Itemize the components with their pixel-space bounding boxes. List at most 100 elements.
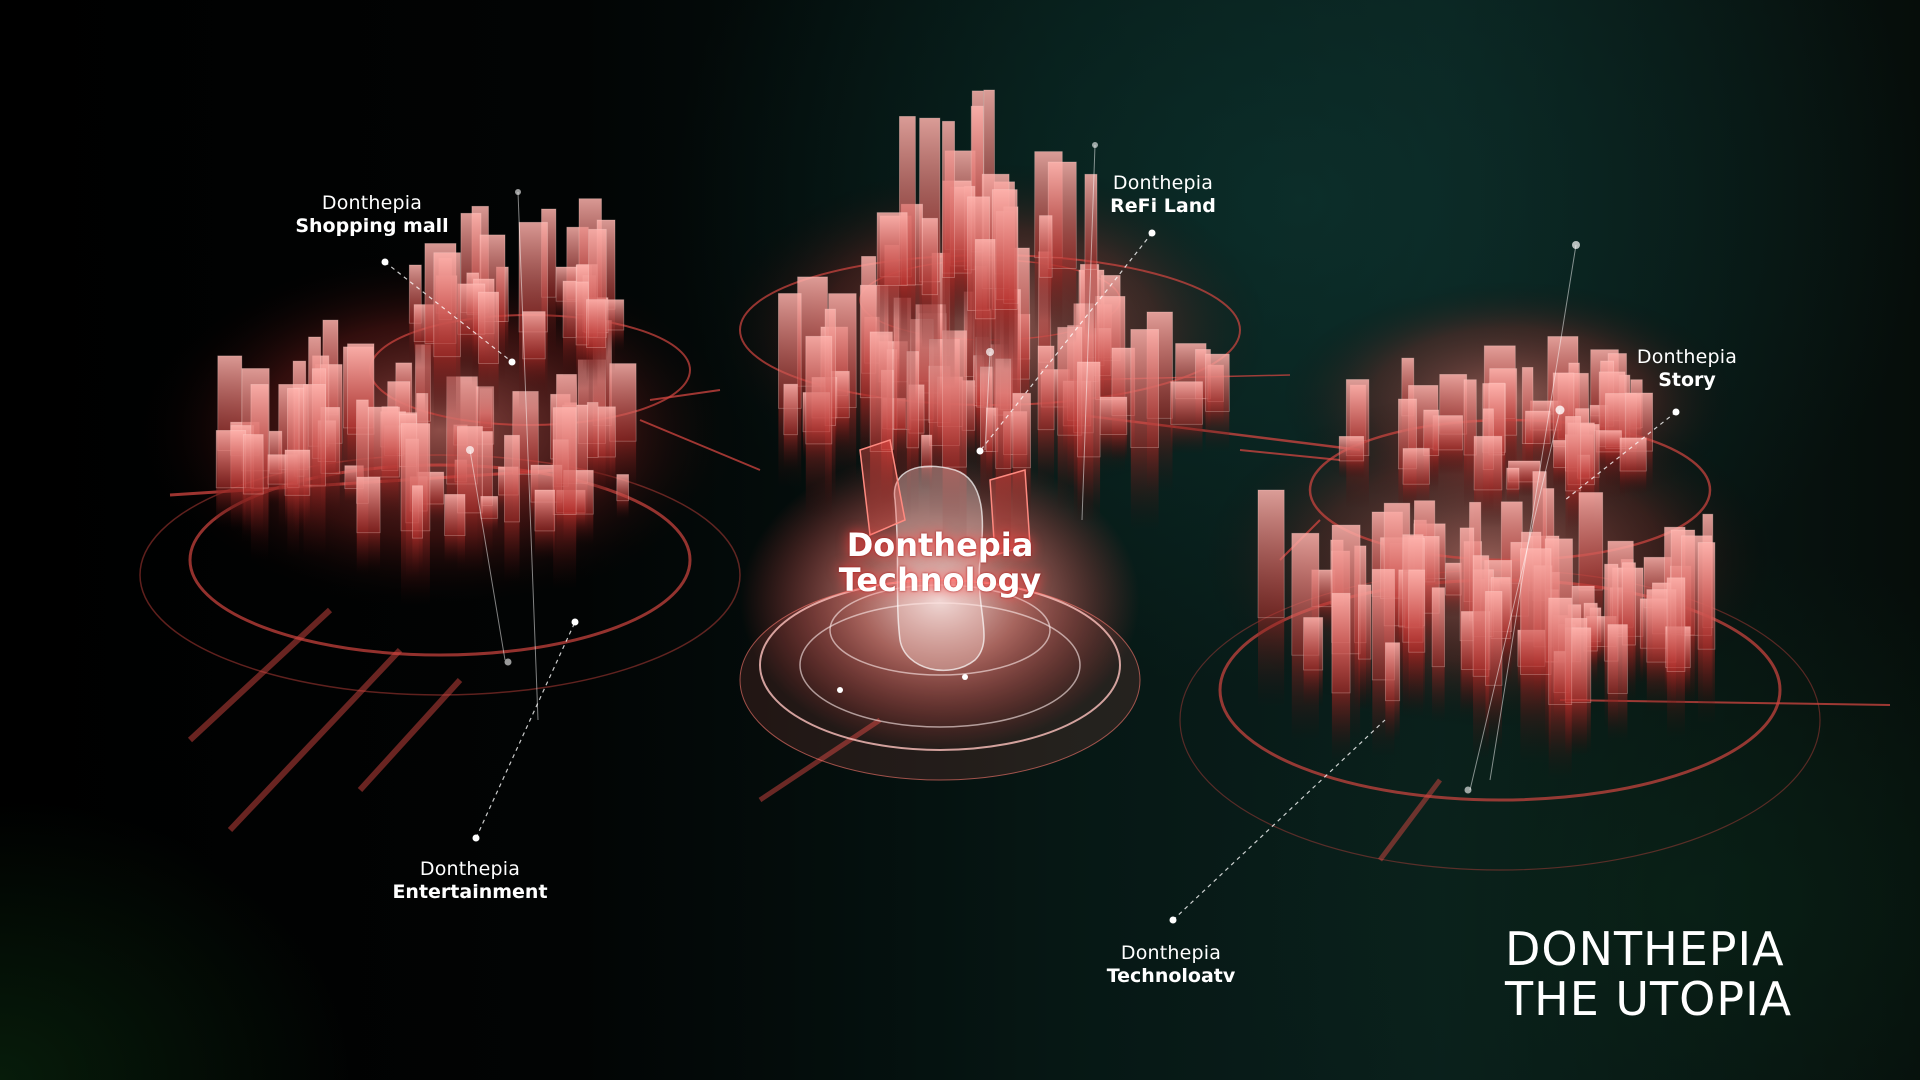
building-reflection [805, 443, 832, 520]
building [478, 291, 500, 364]
building [1130, 328, 1160, 448]
building [367, 406, 400, 478]
building-reflection [906, 447, 919, 516]
building-reflection [534, 531, 555, 560]
building-reflection [1485, 685, 1502, 751]
building-reflection [553, 514, 577, 590]
building [444, 493, 466, 536]
building [921, 434, 933, 469]
building [1205, 353, 1230, 412]
building [805, 335, 833, 445]
building-reflection [576, 344, 589, 389]
building-reflection [992, 309, 1018, 394]
building-reflection [1303, 670, 1323, 707]
building [552, 407, 577, 515]
building [411, 485, 423, 539]
building-reflection [870, 451, 893, 536]
building [1303, 617, 1324, 671]
building-reflection [444, 535, 465, 565]
building-reflection [1170, 424, 1203, 455]
label-shopping-mall: Donthepia Shopping mall [292, 192, 452, 238]
building [869, 331, 893, 452]
building-reflection [243, 494, 264, 536]
main-title: DONTHEPIA THE UTOPIA [1505, 922, 1792, 1024]
building [1358, 584, 1372, 660]
building [1257, 489, 1285, 619]
label-brand: Donthepia [1112, 172, 1214, 194]
central-tower-hologram [739, 439, 1141, 781]
building [597, 406, 616, 458]
label-name: Entertainment [392, 880, 548, 903]
building-reflection [522, 358, 546, 392]
building-reflection [598, 457, 616, 493]
building [1578, 492, 1604, 591]
building-reflection [1698, 649, 1715, 724]
label-technology: Donthepia Technoloatv [1091, 942, 1251, 988]
building [942, 120, 956, 278]
building-reflection [1525, 443, 1551, 467]
building [1431, 587, 1445, 668]
label-brand: Donthepia [419, 858, 521, 880]
building-reflection [1385, 700, 1400, 742]
building-reflection [1100, 434, 1127, 461]
building-reflection [412, 538, 423, 575]
building [284, 449, 311, 496]
label-story: Donthepia Story [1607, 346, 1767, 392]
label-name: Technoloatv [1106, 964, 1236, 987]
building [1037, 345, 1055, 431]
building-reflection [1258, 617, 1285, 708]
building-reflection [986, 451, 998, 483]
building-reflection [1548, 704, 1572, 780]
building-reflection [1596, 451, 1622, 467]
building-reflection [603, 330, 624, 352]
building-reflection [995, 468, 1011, 545]
building [1338, 435, 1365, 462]
building-reflection [975, 318, 996, 375]
building [1621, 562, 1636, 646]
building [1525, 410, 1551, 445]
center-title-line1: Donthepia [846, 526, 1034, 564]
center-technology-title: Donthepia Technology [800, 526, 1080, 600]
building [783, 383, 798, 436]
building-reflection [783, 434, 798, 470]
building [586, 299, 607, 349]
building [1463, 379, 1477, 456]
building [1423, 409, 1440, 456]
building [1170, 381, 1203, 425]
building [503, 434, 520, 523]
building-reflection [1620, 471, 1647, 495]
building [1595, 430, 1622, 453]
building [522, 311, 546, 360]
building-reflection [1473, 676, 1489, 761]
building [356, 476, 381, 534]
building-reflection [942, 277, 955, 387]
building [1506, 467, 1520, 490]
center-title-line2: Technology [838, 561, 1042, 600]
city-buildings [215, 89, 1716, 780]
building [1520, 548, 1552, 675]
label-brand: Donthepia [1636, 346, 1738, 368]
building [1697, 542, 1716, 650]
building [1666, 577, 1686, 672]
building-reflection [1358, 659, 1371, 712]
building [481, 431, 493, 506]
building-reflection [216, 487, 246, 528]
building-reflection [1607, 693, 1628, 742]
building [1012, 392, 1031, 469]
building-reflection [922, 294, 938, 349]
main-title-line1: DONTHEPIA [1505, 922, 1785, 976]
building-reflection [1039, 277, 1053, 321]
building-reflection [563, 337, 577, 377]
leader-dots [381, 142, 1680, 924]
label-name: Story [1658, 368, 1716, 391]
building [616, 474, 629, 502]
building-reflection [921, 467, 932, 491]
building-reflection [877, 285, 908, 337]
building [1485, 591, 1503, 686]
building-reflection [1048, 268, 1077, 343]
building [1607, 624, 1628, 694]
label-name: Shopping mall [295, 214, 449, 237]
building-reflection [433, 356, 461, 430]
building [921, 217, 938, 296]
